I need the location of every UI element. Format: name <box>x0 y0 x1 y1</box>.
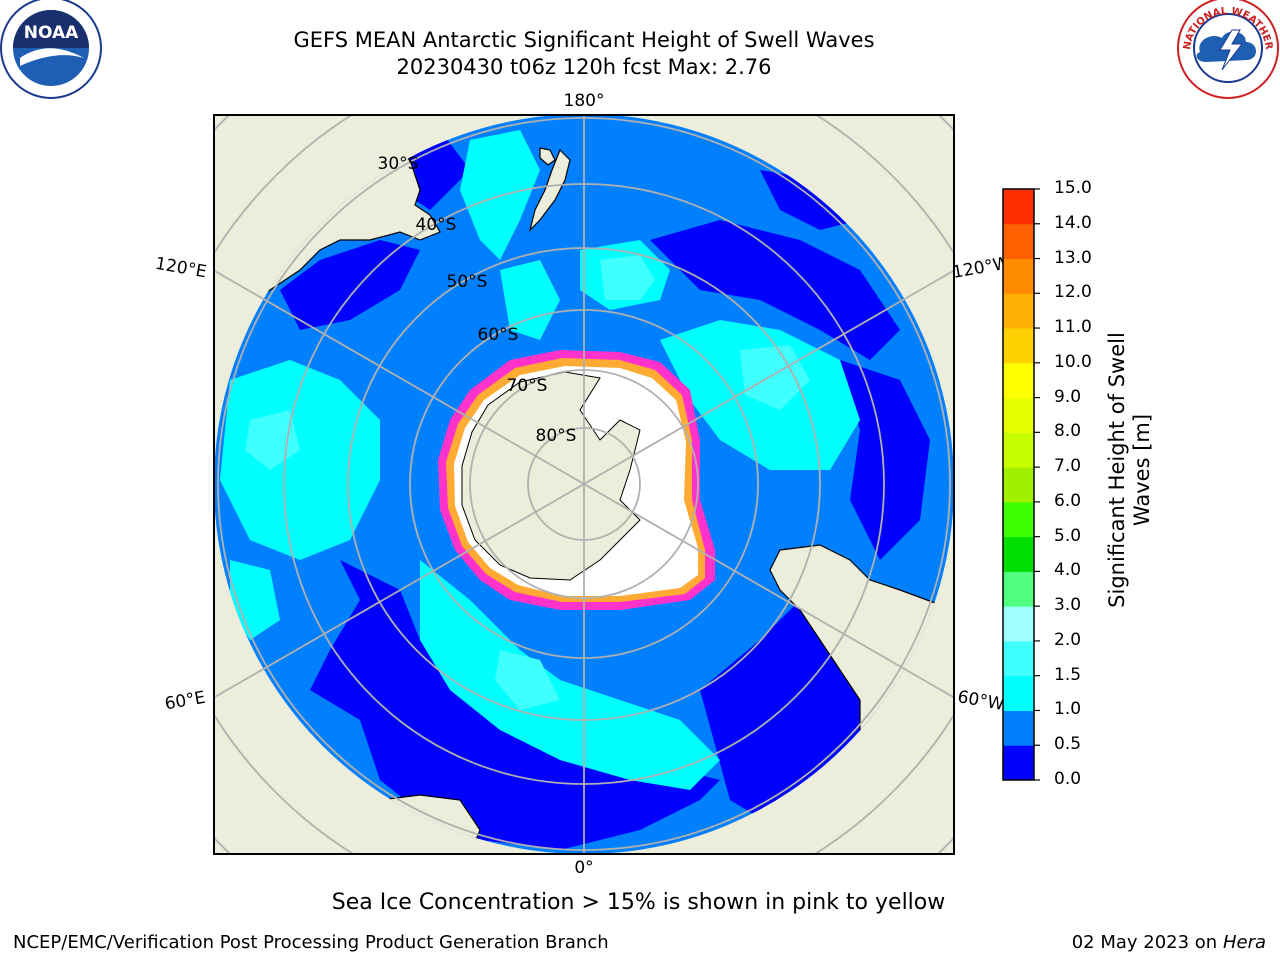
colorbar-title: Significant Height of Swell Waves [m] <box>1105 332 1154 608</box>
colorbar-segment <box>1003 362 1034 399</box>
noaa-logo: NOAA <box>0 0 102 99</box>
colorbar-tick-label: 1.5 <box>1054 664 1082 685</box>
nws-logo-text: NATIONAL WEATHER SERVICE <box>0 0 1274 53</box>
lon-label-180: 180° <box>564 91 605 111</box>
noaa-logo-text: NOAA <box>24 23 79 43</box>
colorbar-tick-label: 13.0 <box>1054 247 1092 268</box>
lon-label-120e: 120°E <box>154 254 208 283</box>
colorbar-segment <box>1003 710 1034 746</box>
colorbar-tick-label: 0.0 <box>1054 769 1082 789</box>
swell-high-regions <box>245 255 810 710</box>
colorbar-segment <box>1003 745 1034 781</box>
colorbar-segment <box>1003 640 1034 677</box>
colorbar-tick-label: 15.0 <box>1054 178 1092 198</box>
graticule <box>214 115 954 854</box>
chart-subtitle: 20230430 t06z 120h fcst Max: 2.76 <box>396 55 772 79</box>
lon-label-60w: 60°W <box>956 687 1006 715</box>
lat-label-50s: 50°S <box>447 272 488 292</box>
colorbar-tick-label: 12.0 <box>1054 282 1092 303</box>
footer-date: 02 May 2023 on Hera <box>1072 932 1266 953</box>
colorbar-tick-label: 8.0 <box>1054 421 1082 442</box>
colorbar-segment <box>1003 189 1034 225</box>
colorbar-segment <box>1003 606 1034 642</box>
colorbar-tick-label: 3.0 <box>1054 595 1082 616</box>
colorbar-segment <box>1003 258 1034 294</box>
map-frame <box>213 114 955 855</box>
lat-label-30s: 30°S <box>378 154 419 174</box>
colorbar-tick-label: 2.0 <box>1054 629 1082 650</box>
lat-label-80s: 80°S <box>536 426 577 446</box>
colorbar-tick-label: 7.0 <box>1054 456 1082 477</box>
colorbar-segment <box>1003 467 1034 503</box>
colorbar-tick-label: 9.0 <box>1054 386 1082 407</box>
lat-label-60s: 60°S <box>478 325 519 345</box>
footer-date-text: 02 May 2023 on <box>1071 932 1218 953</box>
colorbar-tick-label: 10.0 <box>1054 351 1092 372</box>
lat-label-70s: 70°S <box>507 376 548 396</box>
colorbar-segment <box>1003 432 1034 468</box>
nws-logo: NATIONAL WEATHER SERVICE <box>0 0 1279 99</box>
lon-label-0: 0° <box>574 858 593 878</box>
colorbar <box>1003 188 1040 781</box>
colorbar-segment <box>1003 293 1034 329</box>
colorbar-tick-label: 6.0 <box>1054 490 1082 511</box>
colorbar-frame <box>1002 188 1035 781</box>
colorbar-segment <box>1003 675 1034 711</box>
caption: Sea Ice Concentration > 15% is shown in … <box>0 890 1280 915</box>
chart-title: GEFS MEAN Antarctic Significant Height o… <box>293 28 875 52</box>
caption-text: Sea Ice Concentration > 15% is shown in … <box>331 890 946 915</box>
colorbar-segment <box>1003 536 1034 572</box>
colorbar-segment <box>1003 501 1034 538</box>
colorbar-tick-label: 4.0 <box>1054 560 1082 581</box>
colorbar-segment <box>1003 571 1034 607</box>
colorbar-segment <box>1003 328 1034 364</box>
nws-logo-textpath: NATIONAL WEATHER SERVICE <box>0 0 1274 53</box>
colorbar-tick-label: 5.0 <box>1054 525 1082 546</box>
colorbar-tick-label: 0.5 <box>1054 734 1082 755</box>
colorbar-segment <box>1003 397 1034 433</box>
colorbar-tick-label: 1.0 <box>1054 699 1082 720</box>
footer-host: Hera <box>1222 932 1266 953</box>
footer-credit: NCEP/EMC/Verification Post Processing Pr… <box>13 932 609 953</box>
colorbar-tick-label: 14.0 <box>1054 212 1092 233</box>
colorbar-segment <box>1003 223 1034 260</box>
colorbar-tick-label: 11.0 <box>1054 317 1092 338</box>
lon-label-60e: 60°E <box>163 688 207 715</box>
lat-label-40s: 40°S <box>416 215 457 235</box>
